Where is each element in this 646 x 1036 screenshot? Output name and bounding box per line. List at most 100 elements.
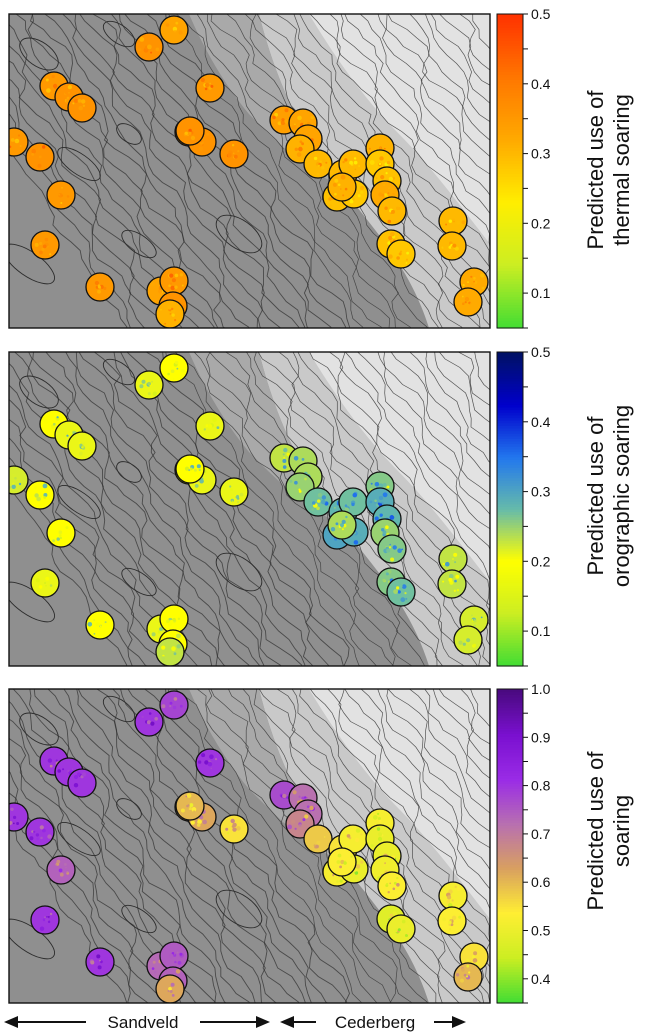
contour-line [430,14,490,104]
site-speckle [334,506,336,509]
colorbar-step [497,637,523,641]
site-speckle [282,465,287,469]
contour-line [424,689,490,798]
site-speckle [354,837,360,843]
site-speckle [205,431,208,434]
colorbar-step [497,898,523,902]
contour-line [143,689,348,1003]
site-speckle [170,982,175,987]
colorbar-step [497,186,523,190]
colorbar-step [497,265,523,269]
site-speckle [97,965,102,970]
site-speckle [198,468,201,472]
site-speckle [66,870,69,873]
site-outline [195,748,225,778]
site-speckle [449,574,454,579]
colorbar-step [497,548,523,552]
site-speckle [172,378,175,380]
colorbar-step [497,984,523,988]
site-speckle [175,969,181,974]
site-speckle [73,426,76,430]
colorbar-step [497,595,523,599]
colorbar-step [497,550,523,555]
site-speckle [352,492,358,498]
site-speckle [405,597,408,600]
colorbar-step [497,696,523,701]
site-speckle [461,968,465,972]
colorbar-step [497,391,523,395]
site-speckle [342,160,345,164]
colorbar-step [497,42,523,46]
contour-line [438,352,490,423]
site-speckle [383,864,386,866]
site-speckle [320,499,326,505]
site-speckle [52,83,58,89]
site-speckle [87,622,93,627]
site-speckle [274,112,278,117]
site-speckle [197,819,202,825]
site-speckle [154,717,158,721]
site-speckle [177,961,182,965]
site-speckle [150,51,153,54]
site-speckle [56,859,61,864]
orographic-colorbar: Predicted use of orographic soaring 0.1 0… [496,344,634,667]
site-speckle [38,585,43,589]
sandveld-arrowhead-left [4,1016,18,1028]
site-speckle [386,882,389,886]
site-speckle [198,146,204,151]
colorbar-step [497,906,523,910]
colorbar-step [497,511,523,515]
colorbar-step [497,194,523,198]
site-speckle [453,589,457,592]
site-speckle [227,153,232,158]
site-speckle [388,254,393,259]
site-speckle [93,632,96,635]
site-speckle [381,528,385,532]
site-speckle [396,206,400,211]
colorbar-step [497,759,523,763]
site-speckle [379,513,383,517]
contour-line [206,14,396,328]
colorbar-step [497,301,523,306]
site-speckle [454,561,457,564]
colorbar-step [497,228,523,232]
site-speckle [387,192,390,195]
site-speckle [464,301,467,304]
site-outline [9,127,29,157]
site-speckle [377,502,381,505]
colorbar-step [497,743,523,748]
site-speckle [164,322,167,325]
site-speckle [184,466,190,471]
orographic-sites [9,353,489,666]
colorbar-step [497,974,523,978]
site-speckle [169,701,173,705]
cederberg-arrowhead-right [452,1016,466,1028]
site-speckle [470,282,474,286]
contour-ring [102,695,136,723]
site-speckle [227,832,230,835]
site-speckle [481,286,485,290]
thermal-colorbar-label-line1: Predicted use of [583,90,608,250]
site-disc [160,691,188,719]
contour-line [165,352,361,666]
colorbar-step [497,853,523,858]
colorbar-tick-label: 0.4 [531,414,551,430]
site-speckle [200,77,205,83]
colorbar-step [497,741,523,745]
site-speckle [19,145,22,147]
site-outline [30,905,60,935]
site-speckle [176,367,179,370]
site-speckle [388,176,393,181]
site-speckle [187,134,189,137]
site-speckle [381,193,385,197]
colorbar-step [497,440,523,445]
contour-line [386,689,490,849]
site-speckle [473,280,475,283]
colorbar-tick-label: 0.4 [531,971,551,987]
cederberg-label: Cederberg [335,1013,415,1032]
colorbar-step [497,639,523,644]
site-speckle [59,872,64,877]
contour-ring [102,358,136,386]
site-disc [339,825,367,853]
site-speckle [458,640,463,645]
